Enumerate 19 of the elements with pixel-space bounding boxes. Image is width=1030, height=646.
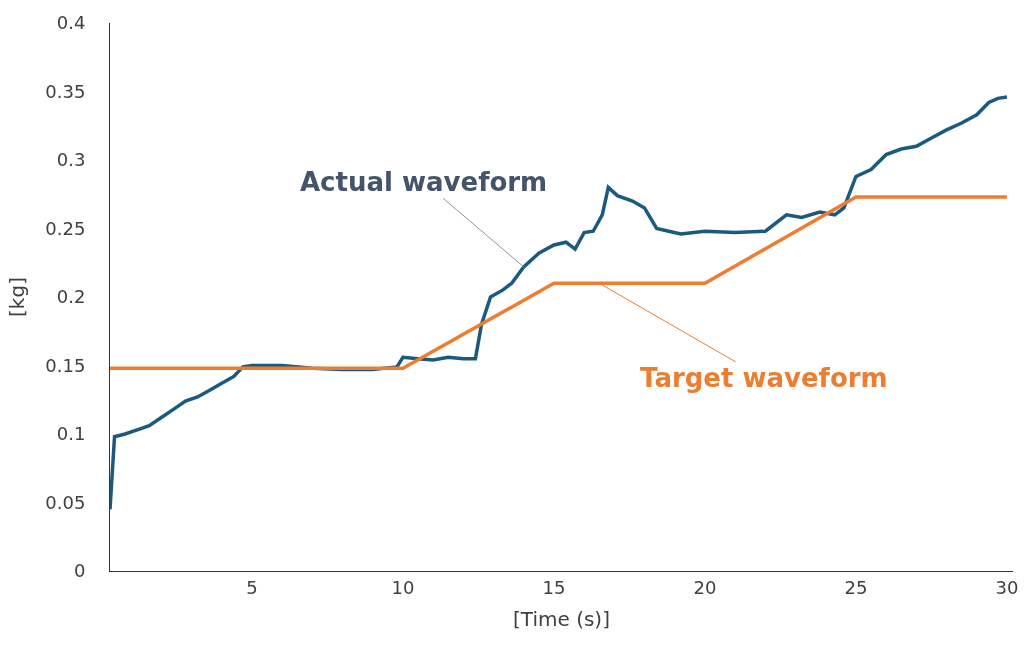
- y-tick-label: 0: [73, 560, 86, 582]
- x-tick-label: 5: [246, 576, 258, 598]
- x-tick-label: 15: [542, 576, 566, 598]
- y-tick-label: 0.2: [56, 286, 86, 308]
- x-tick-label: 10: [391, 576, 415, 598]
- x-tick-label: 30: [995, 576, 1019, 598]
- x-tick-label: 20: [693, 576, 717, 598]
- y-tick-label: 0.1: [56, 423, 86, 445]
- y-tick-label: 0.25: [45, 217, 86, 239]
- x-axis-title: [Time (s)]: [513, 607, 610, 632]
- y-tick-label: 0.15: [45, 354, 86, 376]
- y-tick-label: 0.3: [56, 149, 86, 171]
- annotation: Actual waveform: [300, 167, 548, 197]
- y-axis-title: [kg]: [4, 277, 29, 317]
- y-tick-label: 0.35: [45, 80, 86, 102]
- annotation: Target waveform: [640, 363, 888, 393]
- y-tick-label: 0.4: [56, 12, 86, 34]
- x-tick-label: 25: [844, 576, 868, 598]
- y-tick-label: 0.05: [45, 491, 86, 513]
